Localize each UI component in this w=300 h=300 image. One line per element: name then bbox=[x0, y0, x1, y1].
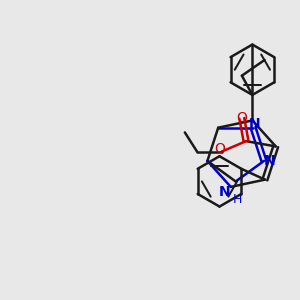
Text: O: O bbox=[236, 111, 247, 125]
Text: N: N bbox=[263, 154, 275, 168]
Text: O: O bbox=[214, 142, 225, 156]
Text: N: N bbox=[249, 117, 261, 131]
Text: H: H bbox=[232, 193, 242, 206]
Text: N: N bbox=[219, 185, 230, 199]
